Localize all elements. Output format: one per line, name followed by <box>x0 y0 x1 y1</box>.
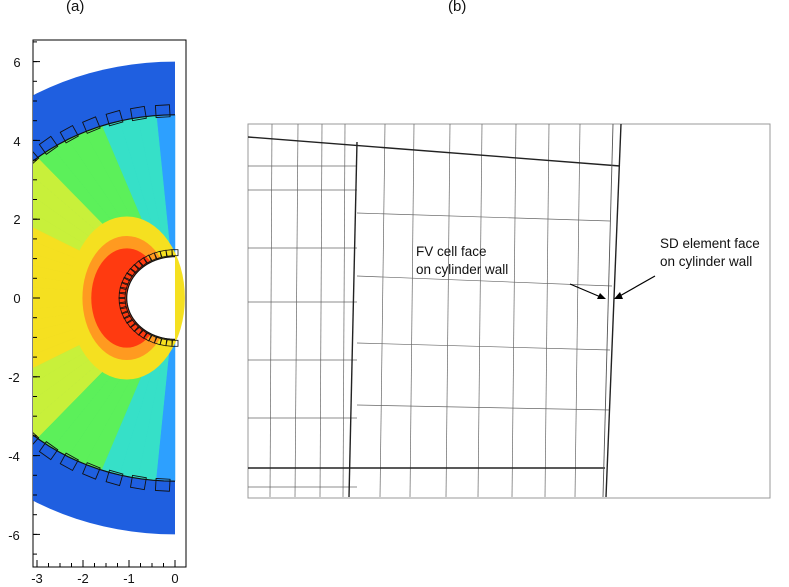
shock-cell <box>0 181 6 199</box>
sd-annotation-line1: SD element face <box>660 236 760 251</box>
shock-cell <box>3 164 21 182</box>
fv-annotation-line2: on cylinder wall <box>416 262 508 277</box>
y-tick-label: -2 <box>8 370 20 385</box>
x-tick-label: 0 <box>171 571 178 586</box>
shock-cell <box>0 397 6 415</box>
y-tick-label: 2 <box>13 212 20 227</box>
x-tick-label: -3 <box>31 571 43 586</box>
y-tick-label: 4 <box>13 134 20 149</box>
mesh-closeup-frame <box>248 124 770 498</box>
y-tick-label: 0 <box>13 291 20 306</box>
shock-cell <box>3 413 21 431</box>
y-tick-label: -6 <box>8 528 20 543</box>
sd-annotation-line2: on cylinder wall <box>660 254 752 269</box>
x-tick-label: -1 <box>123 571 135 586</box>
y-tick-label: 6 <box>13 55 20 70</box>
fv-annotation-line1: FV cell face <box>416 244 487 259</box>
x-tick-label: -2 <box>77 571 89 586</box>
contour-field <box>0 62 185 535</box>
y-tick-label: -4 <box>8 449 20 464</box>
